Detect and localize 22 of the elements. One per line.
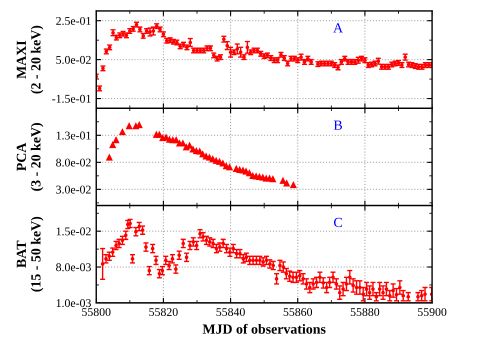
y-tick-label: 3.0e-02 — [56, 186, 91, 194]
x-tick-label: 55880 — [350, 308, 380, 316]
y-tick-label: 1.3e-01 — [56, 132, 91, 140]
x-tick-label: 55900 — [418, 308, 446, 316]
y-tick-label: 8.0e-02 — [56, 158, 91, 167]
annotation: A — [333, 23, 343, 32]
x-tick-label: 55840 — [216, 308, 245, 316]
y-tick-label: 5.0e-02 — [56, 56, 91, 64]
x-tick-label: 55820 — [149, 308, 178, 316]
y-tick-label: 1.0e-03 — [56, 299, 91, 308]
y-tick-label: 1.5e-02 — [56, 227, 91, 236]
x-tick-label: 55800 — [82, 308, 111, 316]
y-axis-title: PCA (3 - 20 keV) — [16, 123, 44, 191]
y-axis-title: MAXI (2 - 20 keV) — [16, 26, 44, 94]
x-axis-title: MJD of observations — [202, 324, 326, 334]
y-tick-label: 2.5e-01 — [56, 16, 91, 25]
annotation: B — [334, 120, 342, 130]
x-tick-label: 55860 — [284, 308, 312, 316]
y-axis-title: BAT (15 - 50 keV) — [16, 216, 44, 292]
y-tick-label: 8.0e-03 — [56, 263, 91, 272]
y-tick-label: -1.5e-01 — [52, 94, 91, 103]
annotation: C — [334, 218, 342, 228]
